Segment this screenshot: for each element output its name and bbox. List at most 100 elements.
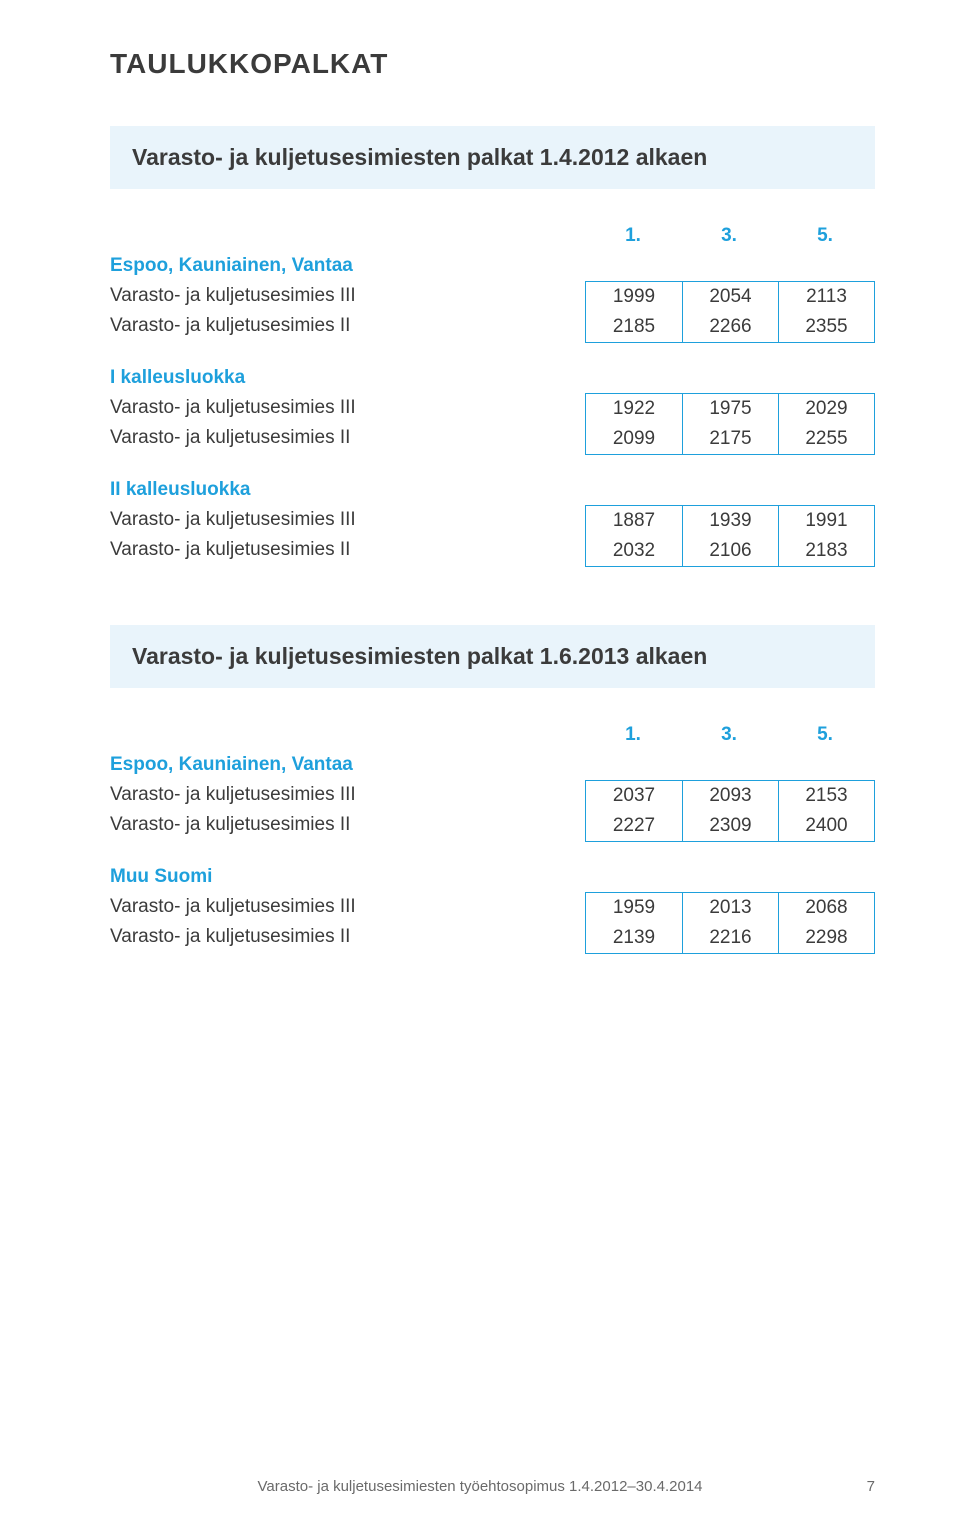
cell: 2099	[586, 424, 682, 454]
cell: 2266	[682, 312, 778, 342]
table-row: 1922 1975 2029	[586, 394, 874, 424]
cell: 1922	[586, 394, 682, 424]
cell: 2139	[586, 923, 682, 953]
group-ii-kalleus-2012: II kalleusluokka Varasto- ja kuljetusesi…	[110, 475, 875, 567]
cell: 2113	[778, 282, 874, 312]
data-grid: 1887 1939 1991 2032 2106 2183	[585, 475, 875, 567]
data-rows: 2037 2093 2153 2227 2309 2400	[585, 780, 875, 842]
cell: 2185	[586, 312, 682, 342]
row-label: Varasto- ja kuljetusesimies III	[110, 892, 356, 922]
cell: 2029	[778, 394, 874, 424]
spacer	[585, 251, 875, 281]
data-rows: 1887 1939 1991 2032 2106 2183	[585, 505, 875, 567]
col-header: 3.	[681, 720, 777, 750]
table-row: 2139 2216 2298	[586, 923, 874, 953]
row-label: Varasto- ja kuljetusesimies III	[110, 505, 356, 535]
cell: 2183	[778, 536, 874, 566]
row-label: Varasto- ja kuljetusesimies II	[110, 535, 356, 565]
group-labels: Espoo, Kauniainen, Vantaa Varasto- ja ku…	[110, 221, 356, 341]
cell: 2255	[778, 424, 874, 454]
group-espoo-2012: Espoo, Kauniainen, Vantaa Varasto- ja ku…	[110, 221, 875, 343]
cell: 2400	[778, 811, 874, 841]
row-label: Varasto- ja kuljetusesimies III	[110, 780, 356, 810]
spacer	[110, 720, 356, 750]
section-title-panel: Varasto- ja kuljetusesimiesten palkat 1.…	[110, 625, 875, 688]
section-title-panel: Varasto- ja kuljetusesimiesten palkat 1.…	[110, 126, 875, 189]
row-label: Varasto- ja kuljetusesimies II	[110, 423, 356, 453]
col-header-row: 1. 3. 5.	[585, 221, 875, 251]
cell: 1887	[586, 506, 682, 536]
footer-text: Varasto- ja kuljetusesimiesten työehtoso…	[258, 1478, 703, 1495]
table-row: 2032 2106 2183	[586, 536, 874, 566]
col-header: 1.	[585, 221, 681, 251]
group-header: Espoo, Kauniainen, Vantaa	[110, 750, 356, 780]
data-rows: 1922 1975 2029 2099 2175 2255	[585, 393, 875, 455]
col-header: 5.	[777, 221, 873, 251]
table-row: 1999 2054 2113	[586, 282, 874, 312]
group-header: I kalleusluokka	[110, 363, 356, 393]
cell: 2298	[778, 923, 874, 953]
table-row: 2037 2093 2153	[586, 781, 874, 811]
spacer	[585, 750, 875, 780]
cell: 2032	[586, 536, 682, 566]
cell: 2054	[682, 282, 778, 312]
data-grid: 1959 2013 2068 2139 2216 2298	[585, 862, 875, 954]
group-espoo-2013: Espoo, Kauniainen, Vantaa Varasto- ja ku…	[110, 720, 875, 842]
cell: 2355	[778, 312, 874, 342]
table-row: 2227 2309 2400	[586, 811, 874, 841]
page-number: 7	[867, 1478, 875, 1495]
cell: 2106	[682, 536, 778, 566]
cell: 2013	[682, 893, 778, 923]
cell: 2227	[586, 811, 682, 841]
data-grid: 1. 3. 5. 2037 2093 2153 2227 2309 2400	[585, 720, 875, 842]
group-labels: Espoo, Kauniainen, Vantaa Varasto- ja ku…	[110, 720, 356, 840]
cell: 2153	[778, 781, 874, 811]
data-rows: 1959 2013 2068 2139 2216 2298	[585, 892, 875, 954]
cell: 2037	[586, 781, 682, 811]
section-title: Varasto- ja kuljetusesimiesten palkat 1.…	[132, 643, 853, 670]
group-header: Muu Suomi	[110, 862, 356, 892]
cell: 1991	[778, 506, 874, 536]
spacer	[585, 862, 875, 892]
table-row: 2185 2266 2355	[586, 312, 874, 342]
cell: 1999	[586, 282, 682, 312]
page-title: TAULUKKOPALKAT	[110, 48, 875, 80]
spacer	[585, 475, 875, 505]
table-row: 2099 2175 2255	[586, 424, 874, 454]
group-labels: Muu Suomi Varasto- ja kuljetusesimies II…	[110, 862, 356, 952]
row-label: Varasto- ja kuljetusesimies II	[110, 810, 356, 840]
section-2013: Varasto- ja kuljetusesimiesten palkat 1.…	[110, 625, 875, 954]
group-header: Espoo, Kauniainen, Vantaa	[110, 251, 356, 281]
cell: 1975	[682, 394, 778, 424]
data-grid: 1922 1975 2029 2099 2175 2255	[585, 363, 875, 455]
cell: 2216	[682, 923, 778, 953]
group-labels: II kalleusluokka Varasto- ja kuljetusesi…	[110, 475, 356, 565]
row-label: Varasto- ja kuljetusesimies III	[110, 281, 356, 311]
group-i-kalleus-2012: I kalleusluokka Varasto- ja kuljetusesim…	[110, 363, 875, 455]
group-header: II kalleusluokka	[110, 475, 356, 505]
group-muu-suomi-2013: Muu Suomi Varasto- ja kuljetusesimies II…	[110, 862, 875, 954]
row-label: Varasto- ja kuljetusesimies III	[110, 393, 356, 423]
col-header: 1.	[585, 720, 681, 750]
spacer	[110, 221, 356, 251]
footer: Varasto- ja kuljetusesimiesten työehtoso…	[0, 1478, 960, 1495]
spacer	[585, 363, 875, 393]
col-header: 5.	[777, 720, 873, 750]
row-label: Varasto- ja kuljetusesimies II	[110, 311, 356, 341]
cell: 2093	[682, 781, 778, 811]
col-header-row: 1. 3. 5.	[585, 720, 875, 750]
cell: 1959	[586, 893, 682, 923]
cell: 2309	[682, 811, 778, 841]
row-label: Varasto- ja kuljetusesimies II	[110, 922, 356, 952]
section-title: Varasto- ja kuljetusesimiesten palkat 1.…	[132, 144, 853, 171]
table-row: 1887 1939 1991	[586, 506, 874, 536]
cell: 2175	[682, 424, 778, 454]
cell: 1939	[682, 506, 778, 536]
group-labels: I kalleusluokka Varasto- ja kuljetusesim…	[110, 363, 356, 453]
col-header: 3.	[681, 221, 777, 251]
section-2012: Varasto- ja kuljetusesimiesten palkat 1.…	[110, 126, 875, 567]
data-rows: 1999 2054 2113 2185 2266 2355	[585, 281, 875, 343]
table-row: 1959 2013 2068	[586, 893, 874, 923]
data-grid: 1. 3. 5. 1999 2054 2113 2185 2266 2355	[585, 221, 875, 343]
page: TAULUKKOPALKAT Varasto- ja kuljetusesimi…	[0, 0, 960, 1531]
